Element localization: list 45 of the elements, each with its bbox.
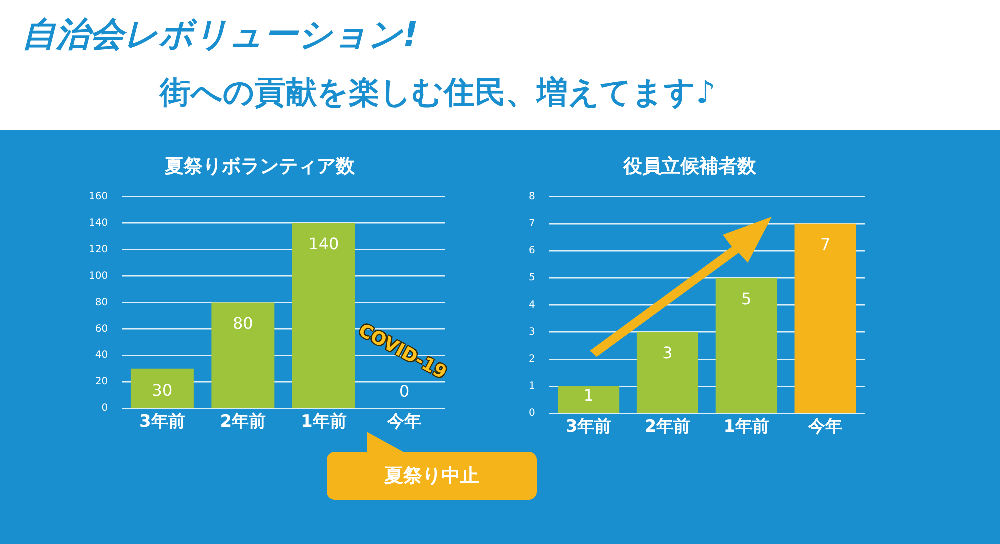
chart-title: 役員立候補者数 (622, 155, 758, 178)
y-tick-label: 0 (528, 408, 536, 420)
y-tick-label: 160 (88, 191, 108, 202)
y-tick-label: 80 (95, 297, 108, 308)
y-tick-label: 7 (528, 218, 536, 230)
bar (130, 368, 194, 408)
y-tick-label: 6 (528, 246, 536, 257)
y-tick-label: 1 (528, 381, 536, 392)
data-label: 80 (233, 314, 254, 333)
x-tick-label: 1年前 (724, 417, 770, 438)
y-tick-label: 40 (95, 350, 108, 362)
bar (558, 386, 620, 413)
x-tick-label: 今年 (808, 417, 843, 438)
x-tick-label: 2年前 (644, 417, 691, 438)
data-label: 7 (820, 235, 831, 254)
x-tick-label: 今年 (386, 412, 422, 432)
data-label: 30 (152, 381, 173, 400)
bar (794, 224, 856, 413)
x-tick-label: 3年前 (140, 412, 186, 432)
data-label: 1 (584, 386, 594, 406)
x-tick-label: 2年前 (220, 412, 266, 432)
data-label: 0 (400, 382, 410, 401)
y-tick-label: 2 (528, 354, 536, 365)
data-label: 3 (662, 343, 673, 362)
x-tick-label: 1年前 (300, 412, 347, 432)
x-tick-label: 3年前 (566, 417, 612, 438)
y-tick-label: 120 (88, 244, 108, 256)
bar (636, 332, 698, 413)
text: 自治会レボリューション! (22, 14, 419, 57)
y-tick-label: 0 (102, 403, 108, 414)
text: 街への貢献を楽しむ住民、増えてます♪ (160, 74, 716, 113)
data-label: 140 (308, 234, 340, 254)
y-tick-label: 4 (528, 300, 536, 311)
y-tick-label: 3 (528, 326, 536, 338)
chart-title: 夏祭りボランティア数 (164, 155, 356, 178)
y-tick-label: 8 (528, 191, 536, 202)
y-tick-label: 140 (88, 218, 108, 229)
bar (292, 223, 356, 408)
text: 夏祭り中止 (327, 452, 537, 500)
bar (212, 302, 275, 408)
y-tick-label: 5 (528, 272, 536, 284)
data-label: 5 (742, 289, 752, 308)
y-tick-label: 100 (88, 270, 108, 282)
y-tick-label: 20 (95, 376, 108, 388)
y-tick-label: 60 (95, 324, 108, 335)
